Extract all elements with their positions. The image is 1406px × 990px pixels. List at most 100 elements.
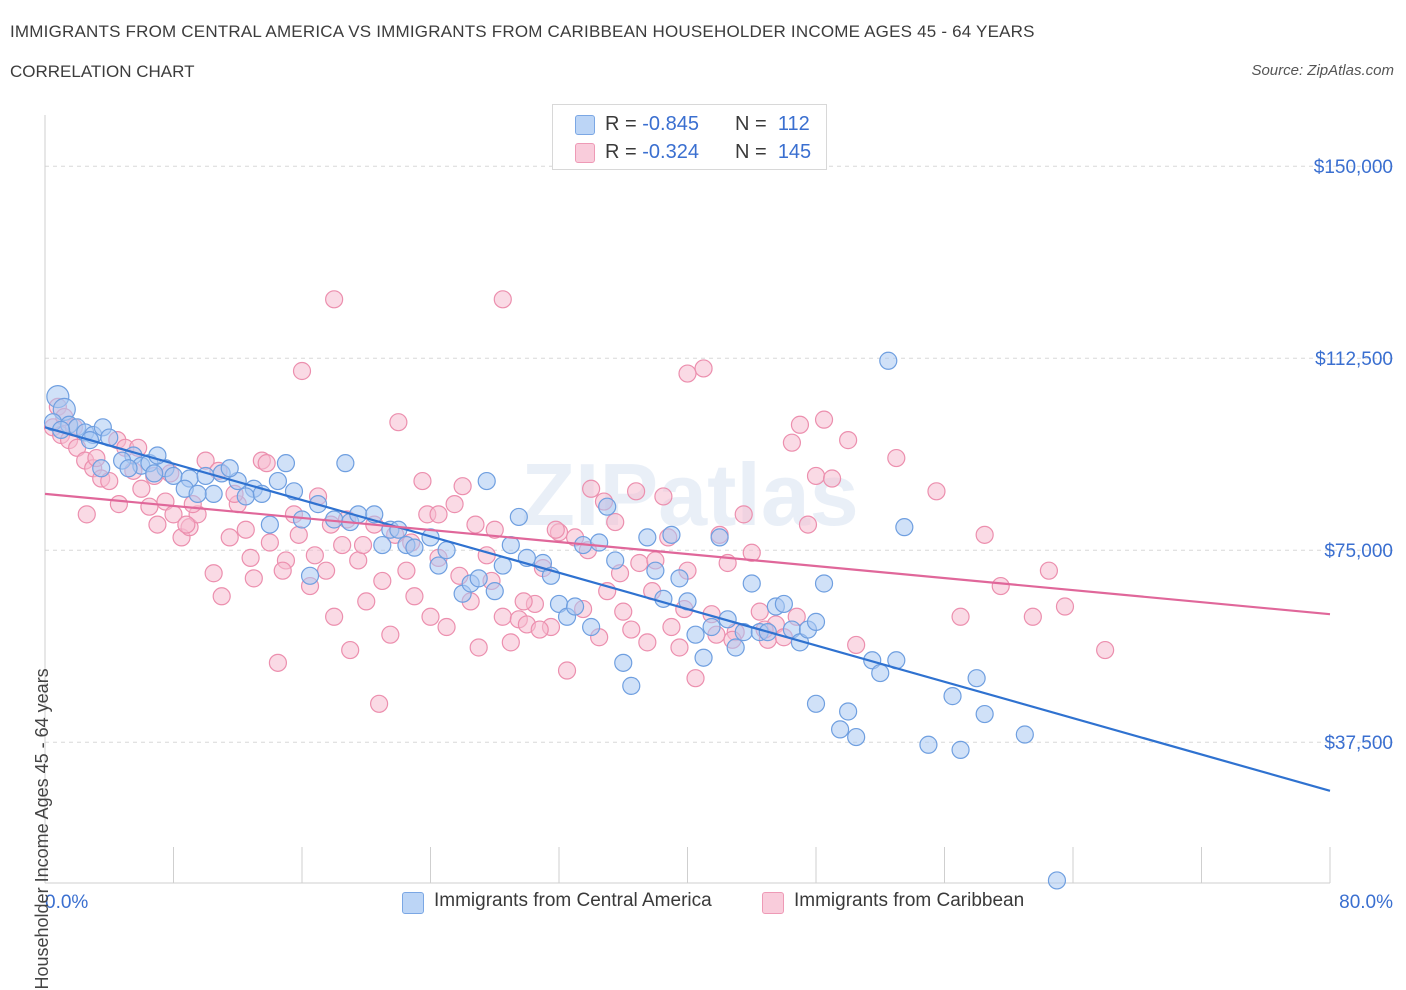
caribbean-point <box>466 515 485 534</box>
caribbean-point <box>606 512 625 532</box>
central-america-point <box>726 638 745 657</box>
caribbean-point <box>582 479 601 498</box>
caribbean-point <box>268 653 288 672</box>
central-america-point <box>622 676 641 695</box>
legend-r: R = -0.845 <box>605 113 699 135</box>
caribbean-point <box>140 497 159 516</box>
central-america-point <box>92 459 111 478</box>
caribbean-point <box>638 633 657 652</box>
caribbean-point <box>204 564 223 583</box>
caribbean-point <box>530 620 549 639</box>
central-america-point <box>300 566 320 585</box>
central-america-point <box>830 720 850 739</box>
caribbean-point <box>397 561 416 580</box>
y-tick-label: $112,500 <box>1315 349 1393 370</box>
central-america-point <box>895 518 914 537</box>
central-america-point <box>806 694 826 713</box>
caribbean-point <box>437 617 456 637</box>
caribbean-point <box>260 533 279 552</box>
caribbean-point <box>822 469 842 488</box>
caribbean-point <box>630 553 649 573</box>
caribbean-point <box>1039 561 1059 580</box>
caribbean-point <box>622 620 641 639</box>
x-tick-label: 80.0% <box>1339 892 1393 913</box>
caribbean-point <box>325 290 344 309</box>
caribbean-point <box>1023 607 1042 626</box>
legend-r: R = -0.324 <box>605 141 699 163</box>
central-america-point <box>336 454 355 473</box>
caribbean-point <box>132 479 151 498</box>
scatter-chart: ZIPatlas $150,000$112,500$75,000$37,5000… <box>43 115 1395 913</box>
caribbean-point <box>557 661 577 680</box>
caribbean-point <box>798 515 818 534</box>
bottom-legend-swatch-pink <box>762 892 784 914</box>
caribbean-point <box>839 431 858 450</box>
central-america-point <box>943 687 962 706</box>
central-america-point <box>694 648 713 667</box>
central-america-point <box>967 669 986 688</box>
central-america-point <box>806 612 826 631</box>
caribbean-point <box>686 669 705 688</box>
caribbean-point <box>316 561 336 580</box>
caribbean-point <box>991 576 1010 596</box>
x-tick-label: 0.0% <box>45 892 88 913</box>
caribbean-point <box>1055 597 1075 616</box>
caribbean-point <box>349 551 368 570</box>
central-america-point <box>276 454 296 473</box>
caribbean-point <box>148 515 167 534</box>
central-america-point <box>509 507 528 527</box>
caribbean-point <box>975 525 994 544</box>
caribbean-point <box>734 505 753 524</box>
central-america-point <box>485 582 504 601</box>
caribbean-point <box>662 617 681 637</box>
caribbean-point <box>514 592 533 611</box>
caribbean-point <box>212 587 231 606</box>
caribbean-point <box>109 495 128 514</box>
central-america-point <box>774 594 793 614</box>
central-america-point <box>646 561 665 580</box>
central-america-point <box>710 528 729 547</box>
central-america-point <box>871 663 890 683</box>
central-america-trend-line <box>44 426 1331 792</box>
caribbean-point <box>241 548 260 567</box>
bottom-legend-label: Immigrants from Caribbean <box>794 890 1025 911</box>
caribbean-point <box>614 602 633 621</box>
caribbean-point <box>453 477 472 496</box>
caribbean-point <box>501 633 520 652</box>
y-tick-label: $150,000 <box>1314 157 1393 178</box>
chart-subtitle: CORRELATION CHART <box>10 62 195 81</box>
central-america-point <box>919 735 938 754</box>
bottom-legend-label: Immigrants from Central America <box>434 890 712 911</box>
caribbean-point <box>77 505 96 524</box>
bottom-legend-swatch-blue <box>402 892 424 914</box>
caribbean-trend-line <box>44 492 1331 616</box>
y-tick-label: $75,000 <box>1324 541 1393 562</box>
caribbean-point <box>493 290 512 309</box>
caribbean-point <box>357 592 376 611</box>
caribbean-point <box>654 487 673 506</box>
central-america-point <box>437 541 456 560</box>
central-america-point <box>268 471 288 491</box>
caribbean-point <box>814 410 834 429</box>
central-america-point <box>590 533 609 552</box>
caribbean-point <box>750 602 769 621</box>
caribbean-point <box>678 364 697 383</box>
caribbean-point <box>806 466 826 486</box>
caribbean-point <box>244 569 263 588</box>
caribbean-point <box>1096 640 1115 660</box>
central-america-point <box>702 617 721 637</box>
caribbean-point <box>405 587 424 606</box>
central-america-point <box>839 702 858 721</box>
axes <box>44 115 1331 884</box>
central-america-point <box>204 484 223 503</box>
central-america-point <box>565 597 585 616</box>
caribbean-point <box>257 454 276 473</box>
central-america-point <box>469 569 488 588</box>
caribbean-point <box>445 495 464 514</box>
caribbean-point <box>220 528 239 547</box>
central-america-point <box>614 653 633 672</box>
central-america-point <box>686 625 705 644</box>
central-america-point <box>119 459 138 478</box>
caribbean-point <box>333 535 352 555</box>
caribbean-point <box>341 640 360 660</box>
